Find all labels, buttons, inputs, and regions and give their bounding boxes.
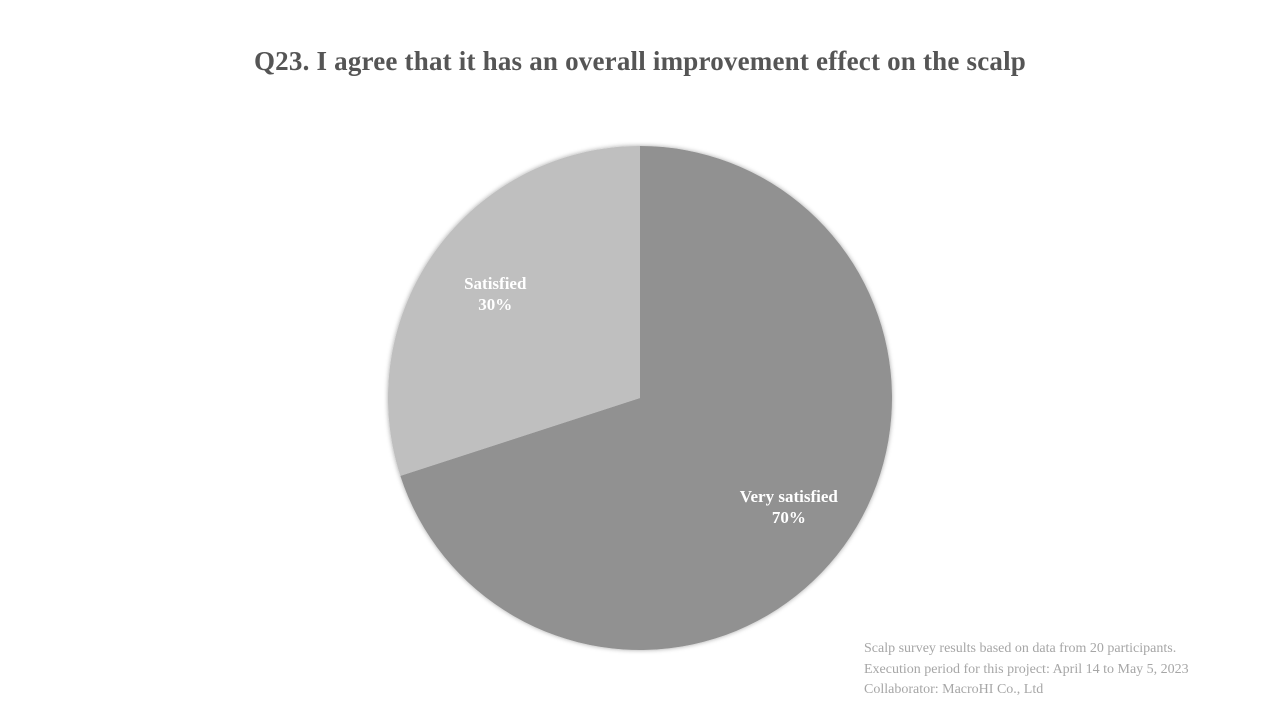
- slice-label-value-satisfied: 30%: [478, 295, 512, 314]
- slice-label-name-very-satisfied: Very satisfied: [740, 487, 839, 506]
- footnote: Scalp survey results based on data from …: [864, 639, 1189, 701]
- chart-title: Q23. I agree that it has an overall impr…: [253, 46, 1027, 76]
- footnote-line-participants: Scalp survey results based on data from …: [864, 641, 1177, 656]
- footnote-line-collaborator: Collaborator: MacroHI Co., Ltd: [864, 682, 1044, 697]
- slice-label-name-satisfied: Satisfied: [464, 274, 527, 293]
- pie-slice-satisfied: [387, 146, 640, 476]
- pie-slice-very-satisfied: [400, 146, 892, 650]
- footnote-line-period: Execution period for this project: April…: [864, 661, 1189, 677]
- slice-label-value-very-satisfied: 70%: [772, 508, 806, 527]
